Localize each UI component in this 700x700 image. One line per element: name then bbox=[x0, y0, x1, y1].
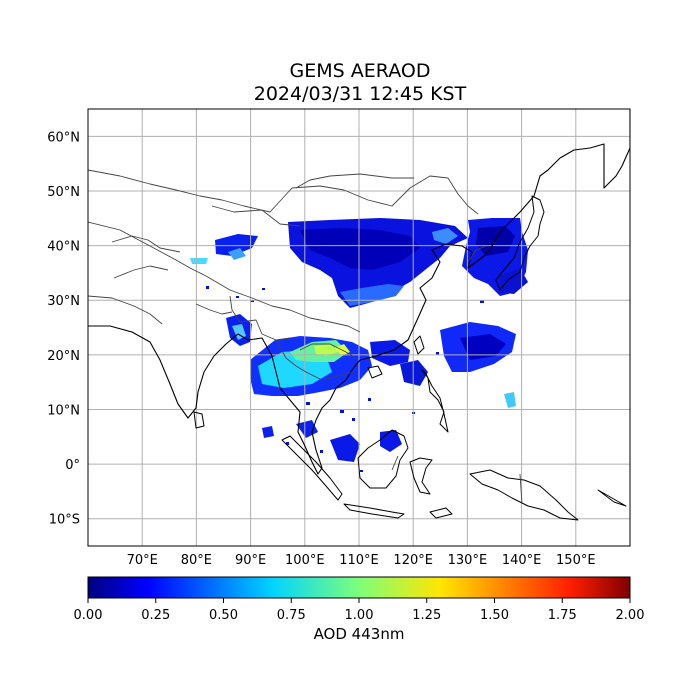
colorbar-tick-label: 1.50 bbox=[480, 608, 509, 623]
colorbar-tick-label: 1.75 bbox=[548, 608, 577, 623]
sumatra-coast bbox=[281, 435, 343, 501]
lat-tick-label: 50°N bbox=[47, 185, 80, 200]
colorbar-ticks: 0.00 0.25 0.50 0.75 1.00 1.25 1.50 1.75 2.00 bbox=[74, 598, 645, 623]
country-borders bbox=[88, 169, 523, 505]
lon-tick-label: 150°E bbox=[556, 553, 596, 568]
asia-coastline bbox=[88, 109, 630, 475]
lat-tick-label: 60°N bbox=[47, 130, 80, 145]
sulawesi-coast bbox=[409, 457, 433, 495]
lon-tick-label: 130°E bbox=[448, 553, 488, 568]
lat-tick-label: 0° bbox=[65, 458, 80, 473]
colorbar-tick-label: 0.50 bbox=[209, 608, 238, 623]
japan-coast bbox=[495, 195, 545, 291]
lon-tick-label: 80°E bbox=[181, 553, 212, 568]
coastlines-borders bbox=[88, 109, 630, 521]
lat-tick-label: 10°N bbox=[47, 403, 80, 418]
lon-tick-label: 100°E bbox=[285, 553, 325, 568]
lat-tick-label: 10°S bbox=[49, 513, 80, 528]
map-frame bbox=[87, 108, 631, 547]
map-title: GEMS AERAOD bbox=[289, 60, 431, 82]
map-subtitle-datetime: 2024/03/31 12:45 KST bbox=[253, 83, 467, 105]
longitude-labels: 70°E 80°E 90°E 100°E 110°E 120°E 130°E 140°E 150… bbox=[127, 553, 596, 568]
east-timor-coast bbox=[429, 507, 453, 519]
colorbar-tick-label: 2.00 bbox=[616, 608, 645, 623]
colorbar-gradient bbox=[87, 576, 631, 599]
colorbar-tick-label: 1.25 bbox=[412, 608, 441, 623]
colorbar-tick-label: 0.00 bbox=[74, 608, 103, 623]
lon-tick-label: 70°E bbox=[127, 553, 158, 568]
lat-tick-label: 40°N bbox=[47, 240, 80, 255]
lon-tick-label: 120°E bbox=[393, 553, 433, 568]
taiwan-coast bbox=[413, 335, 425, 355]
borneo-coast bbox=[357, 429, 409, 489]
colorbar: 0.00 0.25 0.50 0.75 1.00 1.25 1.50 1.75 2.00 AOD… bbox=[74, 576, 645, 643]
colorbar-tick-label: 0.25 bbox=[141, 608, 170, 623]
colorbar-tick-label: 0.75 bbox=[277, 608, 306, 623]
java-coast bbox=[343, 503, 405, 519]
philippines-coast bbox=[421, 369, 449, 433]
colorbar-tick-label: 1.00 bbox=[345, 608, 374, 623]
lon-tick-label: 110°E bbox=[339, 553, 379, 568]
latitude-labels: 60°N 50°N 40°N 30°N 20°N 10°N 0° 10°S bbox=[47, 130, 80, 527]
lon-tick-label: 90°E bbox=[235, 553, 266, 568]
lat-tick-label: 20°N bbox=[47, 349, 80, 364]
colorbar-label: AOD 443nm bbox=[314, 625, 405, 643]
hainan-coast bbox=[367, 365, 383, 379]
new-guinea-coast bbox=[469, 469, 579, 521]
lat-tick-label: 30°N bbox=[47, 294, 80, 309]
lon-tick-label: 140°E bbox=[502, 553, 542, 568]
sri-lanka-coast bbox=[193, 411, 205, 429]
solomon-coast bbox=[597, 489, 627, 507]
